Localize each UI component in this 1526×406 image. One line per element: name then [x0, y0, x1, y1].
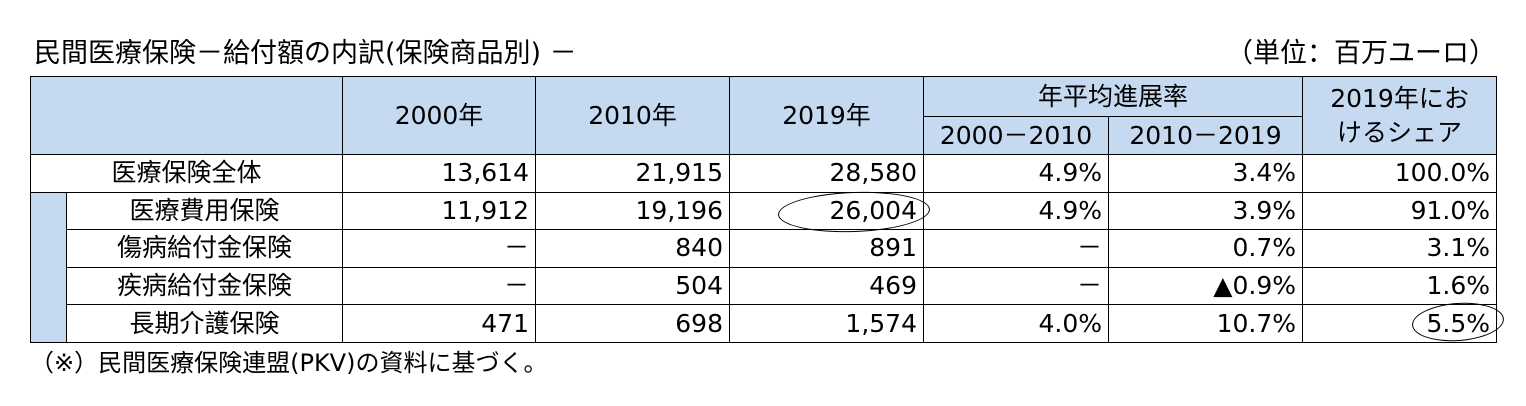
cell-2000: －	[342, 229, 536, 268]
cell-2010: 21,915	[535, 154, 730, 193]
cell-2000: 13,614	[342, 154, 536, 193]
indent-column	[30, 191, 67, 343]
cell-2019: 469	[729, 266, 924, 306]
cell-share: 5.5%	[1302, 304, 1498, 343]
cell-growth-2000-2010: －	[923, 266, 1109, 306]
cell-share: 100.0%	[1302, 154, 1498, 193]
header-share-line1: 2019年にお	[1330, 83, 1469, 113]
header-share-line2: けるシェア	[1337, 117, 1463, 147]
header-growth-2010-2019: 2010－2019	[1107, 116, 1304, 155]
cell-2000: 11,912	[342, 191, 536, 231]
row-label: 疾病給付金保険	[66, 266, 343, 306]
cell-growth-2010-2019: 3.9%	[1107, 191, 1304, 231]
cell-2010: 840	[535, 229, 730, 268]
header-2010: 2010年	[535, 76, 730, 155]
cell-share: 91.0%	[1302, 191, 1498, 231]
table-row: 医療費用保険 11,912 19,196 26,004 4.9% 3.9% 91…	[30, 191, 1498, 343]
table-row: 医療保険全体 13,614 21,915 28,580 4.9% 3.4% 10…	[30, 154, 1498, 193]
table-row: 傷病給付金保険 － 840 891 － 0.7% 3.1%	[31, 229, 1498, 268]
benefit-breakdown-table: 2000年 2010年 2019年 年平均進展率 2019年にお けるシェア 2…	[30, 76, 1498, 343]
table-row: 疾病給付金保険 － 504 469 － ▲0.9% 1.6%	[31, 266, 1498, 306]
cell-growth-2010-2019: 10.7%	[1107, 304, 1304, 343]
header-growth-group: 年平均進展率	[922, 76, 1304, 117]
cell-2000: －	[342, 266, 536, 306]
cell-growth-2000-2010: 4.9%	[923, 191, 1109, 231]
cell-growth-2010-2019: ▲0.9%	[1107, 266, 1304, 306]
header-share: 2019年にお けるシェア	[1302, 76, 1498, 155]
row-label: 傷病給付金保険	[66, 229, 343, 268]
row-label: 長期介護保険	[66, 304, 343, 343]
table-title: 民間医療保険－給付額の内訳(保険商品別) －	[34, 38, 577, 69]
cell-2010: 698	[535, 304, 730, 343]
cell-growth-2000-2010: 4.9%	[923, 154, 1109, 193]
table-row: 長期介護保険 471 698 1,574 4.0% 10.7% 5.5%	[31, 304, 1498, 343]
cell-growth-2010-2019: 0.7%	[1107, 229, 1304, 268]
header-2000: 2000年	[342, 76, 536, 155]
cell-2010: 504	[535, 266, 730, 306]
header-row-1: 2000年 2010年 2019年 年平均進展率 2019年にお けるシェア	[30, 76, 1498, 155]
header-row-2: 2000－2010 2010－2019	[31, 116, 1497, 155]
cell-growth-2010-2019: 3.4%	[1107, 154, 1304, 193]
cell-share: 1.6%	[1302, 266, 1498, 306]
cell-2010: 19,196	[535, 191, 730, 231]
row-label: 医療保険全体	[30, 154, 343, 193]
cell-share: 3.1%	[1302, 229, 1498, 268]
cell-2019: 28,580	[729, 154, 924, 193]
cell-2019: 1,574	[729, 304, 924, 343]
cell-growth-2000-2010: －	[923, 229, 1109, 268]
cell-2000: 471	[342, 304, 536, 343]
row-label: 医療費用保険	[66, 191, 343, 231]
header-2019: 2019年	[729, 76, 924, 155]
source-note: （※）民間医療保険連盟(PKV)の資料に基づく。	[30, 349, 548, 377]
header-growth-2000-2010: 2000－2010	[923, 116, 1109, 155]
header-corner	[30, 76, 343, 155]
unit-label: （単位：百万ユーロ）	[1226, 38, 1496, 69]
cell-growth-2000-2010: 4.0%	[923, 304, 1109, 343]
cell-2019: 891	[729, 229, 924, 268]
cell-2019: 26,004	[729, 191, 924, 231]
